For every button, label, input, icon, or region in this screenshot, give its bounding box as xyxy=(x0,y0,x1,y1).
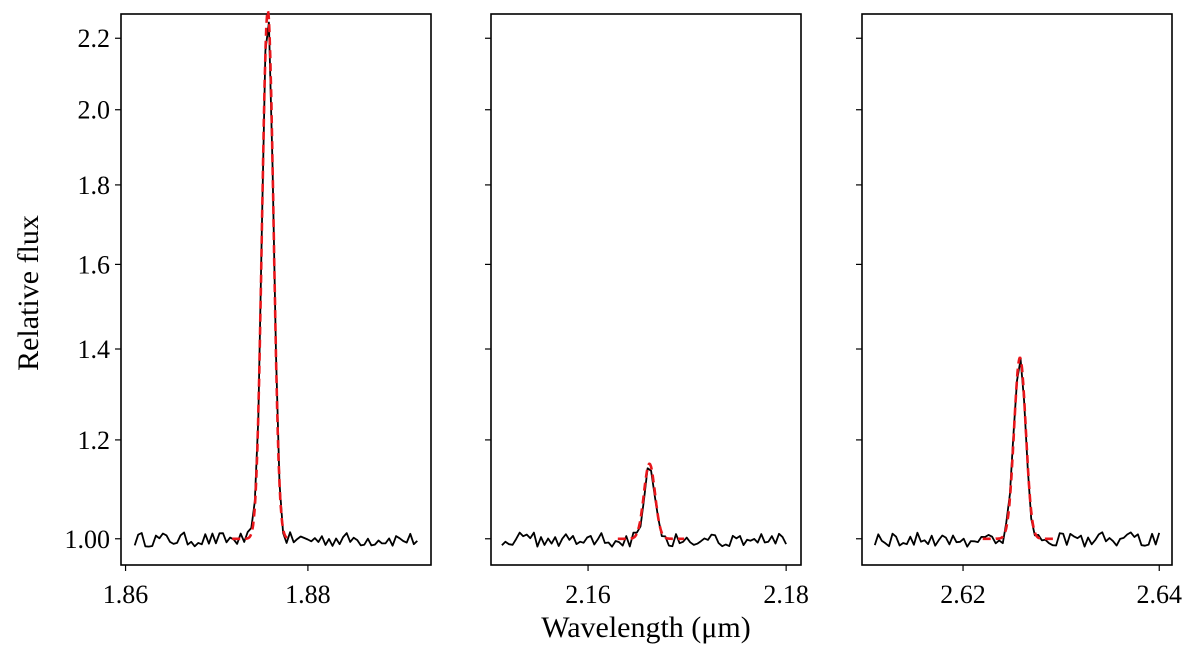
y-tick-label: 1.2 xyxy=(78,426,111,455)
y-tick-label: 2.2 xyxy=(78,24,111,53)
observed-spectrum-line xyxy=(873,358,1161,548)
y-tick-label: 2.0 xyxy=(78,96,111,125)
y-tick-label: 1.8 xyxy=(78,171,111,200)
panel-frame xyxy=(490,13,802,566)
x-tick-label: 2.64 xyxy=(1136,580,1182,609)
x-axis-label: Wavelength (μm) xyxy=(541,611,750,644)
panels: 1.001.21.41.61.82.02.21.86 1.88 2.16 2.18 2.… xyxy=(65,6,1182,609)
panel-frame xyxy=(861,13,1173,566)
y-axis-label: Relative flux xyxy=(12,215,45,371)
observed-spectrum-line xyxy=(501,467,787,548)
gaussian-fit-line xyxy=(617,462,685,541)
y-tick-label: 1.6 xyxy=(78,250,111,279)
x-tick-label: 2.62 xyxy=(940,580,986,609)
x-tick-label: 1.88 xyxy=(285,580,331,609)
panel-1: 1.00 1.2 1.4 1.6 1.8 2.0 2.2 1.86 1.88 xyxy=(65,6,432,609)
x-tick-label: 1.86 xyxy=(103,580,149,609)
x-tick-label: 2.18 xyxy=(763,580,809,609)
panel-2: 2.16 2.18 xyxy=(485,13,809,609)
x-tick-label: 2.16 xyxy=(565,580,611,609)
panel-3: 2.62 2.64 xyxy=(856,13,1182,609)
panel-frame xyxy=(120,13,432,566)
gaussian-fit-line xyxy=(982,356,1054,541)
gaussian-fit-line xyxy=(232,6,290,541)
y-tick-label: 1.00 xyxy=(65,525,111,554)
y-tick-label: 1.4 xyxy=(78,335,111,364)
observed-spectrum-line xyxy=(133,21,418,548)
